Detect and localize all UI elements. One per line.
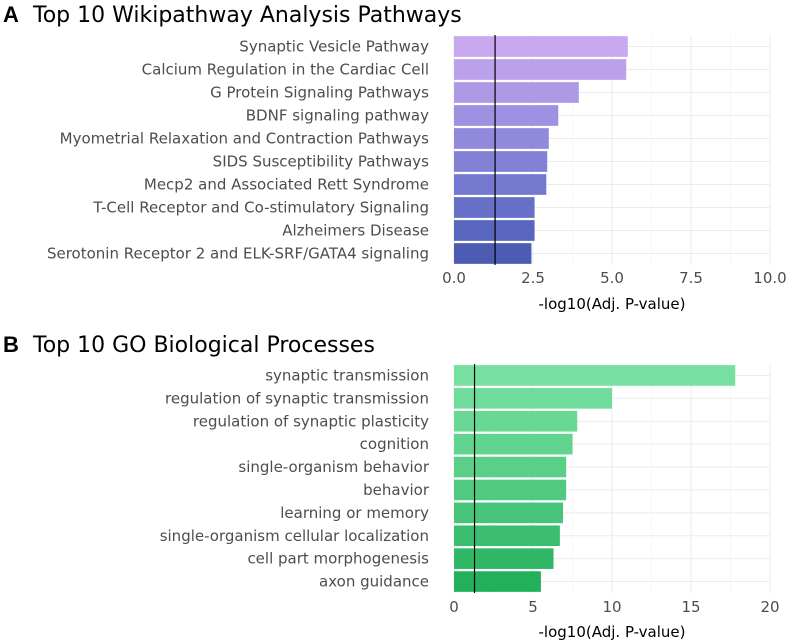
panel-a: A Top 10 Wikipathway Analysis Pathways S… [3,2,787,313]
panel-a-letter: A [3,2,19,27]
panel-a-title: Top 10 Wikipathway Analysis Pathways [32,3,462,28]
panel-a-x-tick-label: 0.0 [442,269,466,287]
panel-b-x-tick-label: 5 [528,598,538,616]
panel-a-bar [454,197,535,218]
panel-b: B Top 10 GO Biological Processes synapti… [3,332,780,641]
panel-b-category-label: regulation of synaptic transmission [165,389,429,407]
panel-a-plot: Synaptic Vesicle Pathway Calcium Regulati… [47,35,787,287]
panel-b-bar [454,456,567,478]
panel-b-bar [454,410,578,432]
panel-a-bar [454,82,579,103]
panel-a-x-tick-label: 2.5 [521,269,545,287]
panel-b-x-axis-title: -log10(Adj. P-value) [539,623,686,641]
panel-b-category-label: cognition [360,435,429,453]
panel-a-bar [454,36,628,57]
panel-b-category-label: regulation of synaptic plasticity [193,412,429,430]
panel-b-bar [454,548,554,569]
panel-b-category-label: synaptic transmission [265,366,429,384]
panel-b-x-tick-label: 0 [449,598,459,616]
panel-a-bar [454,151,548,172]
panel-a-category-label: T-Cell Receptor and Co-stimulatory Signa… [92,199,429,217]
panel-a-category-label: G Protein Signaling Pathways [210,84,429,102]
panel-a-category-label: SIDS Susceptibility Pathways [213,153,430,171]
panel-b-bar [454,479,567,501]
panel-b-category-label: axon guidance [319,573,429,591]
panel-a-bar [454,174,547,195]
panel-a-x-tick-label: 10.0 [753,269,786,287]
panel-b-bar [454,502,564,524]
panel-a-category-label: Synaptic Vesicle Pathway [239,38,429,56]
panel-a-category-label: Calcium Regulation in the Cardiac Cell [142,61,429,79]
panel-a-bar [454,128,549,149]
panel-a-category-label: Mecp2 and Associated Rett Syndrome [144,176,429,194]
panel-a-category-label: BDNF signaling pathway [246,107,429,125]
panel-a-bar [454,105,559,126]
panel-a-bar [454,220,535,241]
panel-a-category-label: Myometrial Relaxation and Contraction Pa… [60,130,430,148]
panel-a-bar [454,59,627,80]
panel-b-bar [454,571,541,592]
panel-b-bar [454,433,573,455]
panel-a-bar [454,243,532,264]
panel-b-title: Top 10 GO Biological Processes [32,333,375,358]
panel-b-plot: synaptic transmission regulation of synap… [160,364,780,616]
panel-b-category-label: single-organism behavior [238,458,429,476]
panel-a-category-label: Serotonin Receptor 2 and ELK-SRF/GATA4 s… [47,245,429,263]
panel-a-category-label: Alzheimers Disease [282,222,429,240]
panel-b-bar [454,365,736,386]
panel-b-letter: B [3,332,19,357]
panel-b-x-tick-label: 15 [681,598,700,616]
panel-b-x-tick-label: 10 [602,598,621,616]
panel-b-category-label: learning or memory [280,504,429,522]
panel-b-category-label: behavior [363,481,430,499]
panel-b-x-tick-label: 20 [760,598,779,616]
panel-b-bar [454,388,612,409]
panel-b-category-label: cell part morphogenesis [247,550,429,568]
panel-a-x-tick-label: 7.5 [679,269,703,287]
panel-b-bar [454,525,560,547]
panel-a-x-axis-title: -log10(Adj. P-value) [539,295,686,313]
panel-a-x-tick-label: 5.0 [600,269,624,287]
panel-b-category-label: single-organism cellular localization [160,527,429,545]
